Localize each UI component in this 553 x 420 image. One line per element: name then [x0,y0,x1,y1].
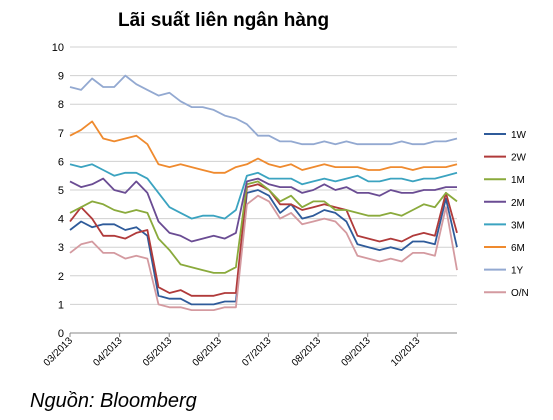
series-line-3m [69,163,458,220]
y-tick-label: 8 [58,99,64,111]
x-tick-label: 03/2013 [42,335,76,369]
series-line-1m [69,180,458,274]
y-tick-label: 4 [58,214,64,226]
source-note: Nguồn: Bloomberg [30,390,197,412]
y-tick-label: 0 [58,328,64,340]
y-tick-label: 10 [52,42,64,54]
legend-label: 1Y [511,266,524,277]
y-tick-label: 6 [58,156,64,168]
x-tick-label: 07/2013 [240,335,274,369]
legend: 1W 2W 1M 2M 3M 6M 1Y O/N [484,130,529,299]
series-line-1y [69,74,458,146]
legend-label: 2W [511,153,527,164]
series-lines [69,74,458,312]
series-line-2w [69,183,458,297]
x-tick-label: 05/2013 [141,335,175,369]
series-line-2m [69,177,457,243]
x-tick-label: 04/2013 [91,335,125,369]
y-tick-label: 1 [58,299,64,311]
y-tick-label: 7 [58,128,64,140]
legend-label: O/N [511,288,529,299]
y-tick-label: 5 [58,185,64,197]
legend-label: 1M [511,175,525,186]
chart-title: Lãi suất liên ngân hàng [118,10,330,31]
legend-label: 1W [511,130,527,141]
legend-label: 6M [511,243,525,254]
series-line-1w [69,189,458,306]
x-tick-label: 06/2013 [191,335,225,369]
axes: 0 1 2 3 4 5 6 7 8 9 10 03/2013 04/2013 05/2013 06/2013… [42,42,423,369]
x-tick-label: 08/2013 [290,335,324,369]
y-tick-label: 9 [58,71,64,83]
x-tick-label: 10/2013 [389,335,423,369]
y-tick-label: 2 [58,271,64,283]
x-tick-label: 09/2013 [339,335,373,369]
series-line-on [69,194,458,312]
series-line-6m [69,120,458,174]
legend-label: 3M [511,220,525,231]
y-tick-label: 3 [58,242,64,254]
legend-label: 2M [511,198,525,209]
